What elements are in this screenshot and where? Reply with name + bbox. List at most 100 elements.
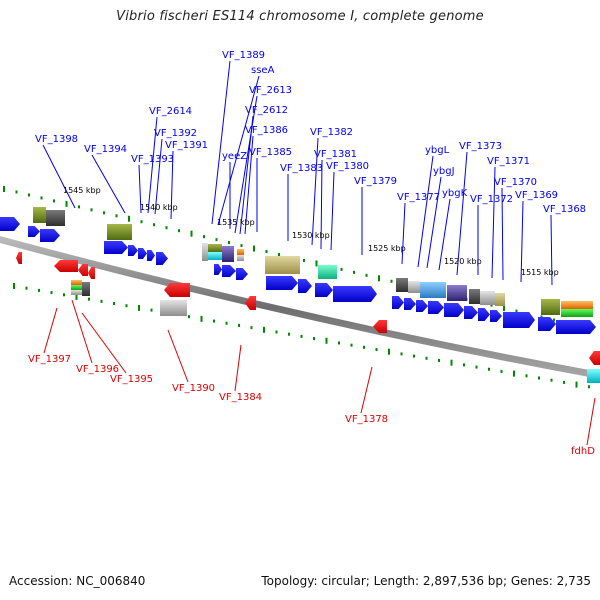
- reverse-gene: [373, 320, 387, 333]
- feature-layer: [0, 207, 600, 383]
- forward-label-line: [217, 75, 260, 226]
- forward-gene: [333, 286, 377, 302]
- upper-track-tick: [65, 200, 68, 207]
- reverse-gene: [16, 252, 22, 264]
- forward-label-line: [320, 159, 323, 250]
- feature-block: [46, 210, 65, 226]
- forward-label-line: [330, 171, 335, 251]
- lower-track-tick: [38, 288, 40, 292]
- forward-label-line: [438, 198, 451, 271]
- lower-track-tick: [550, 378, 553, 382]
- forward-gene: [298, 279, 312, 293]
- forward-label-line: [244, 135, 254, 235]
- forward-gene-label: sseA: [251, 65, 275, 76]
- lower-track-tick: [88, 297, 90, 301]
- lower-track-tick: [63, 293, 65, 297]
- forward-gene-label: VF_1389: [222, 50, 265, 61]
- feature-block: [561, 301, 593, 309]
- lower-track-tick: [263, 326, 265, 333]
- upper-track-tick: [315, 260, 318, 267]
- reverse-gene-label: fdhD: [571, 446, 595, 457]
- upper-track-tick: [15, 190, 18, 194]
- forward-gene-label: VF_1371: [487, 156, 530, 167]
- kbp-tick-label: 1520 kbp: [444, 257, 482, 266]
- forward-label-line: [211, 60, 231, 225]
- forward-gene: [503, 312, 535, 328]
- forward-gene-label: VF_1381: [314, 149, 357, 160]
- forward-label-line: [550, 214, 553, 286]
- forward-gene-label: ybgJ: [433, 166, 455, 177]
- kbp-tick-label: 1515 kbp: [521, 268, 559, 277]
- lower-track-tick: [50, 291, 53, 295]
- forward-label-line: [501, 187, 504, 281]
- forward-gene-label: VF_2612: [245, 105, 288, 116]
- forward-label-line: [234, 95, 258, 234]
- upper-track-tick: [353, 270, 355, 274]
- reverse-gene: [78, 264, 88, 276]
- forward-gene: [392, 296, 404, 309]
- forward-gene-label: VF_1386: [245, 125, 288, 136]
- feature-block: [71, 285, 82, 290]
- upper-track-tick: [303, 258, 305, 262]
- upper-track-tick: [128, 215, 130, 222]
- forward-label-line: [91, 154, 126, 214]
- topology-text: Topology: circular; Length: 2,897,536 bp…: [261, 574, 591, 588]
- upper-track-tick: [553, 318, 555, 322]
- upper-track-tick: [78, 205, 80, 209]
- lower-track-tick: [75, 293, 78, 300]
- upper-track-tick: [190, 230, 193, 237]
- kbp-tick-label: 1525 kbp: [368, 244, 406, 253]
- lower-track-tick: [525, 374, 528, 378]
- lower-track-tick: [450, 359, 453, 366]
- forward-gene: [478, 308, 490, 321]
- feature-block: [222, 246, 234, 262]
- reverse-label-line: [234, 344, 242, 392]
- forward-gene: [266, 276, 298, 290]
- forward-gene: [222, 265, 236, 277]
- lower-track-tick: [575, 381, 578, 388]
- reverse-gene-label: VF_1397: [28, 354, 71, 365]
- forward-gene: [104, 241, 128, 254]
- forward-gene-label: VF_1379: [354, 176, 397, 187]
- feature-block: [208, 252, 222, 260]
- lower-track-tick: [200, 315, 203, 322]
- feature-block: [202, 243, 208, 261]
- reverse-label-line: [71, 299, 93, 364]
- lower-track-tick: [250, 326, 253, 330]
- forward-gene-label: VF_1369: [515, 190, 558, 201]
- backbone-layer: [0, 236, 600, 379]
- feature-block: [541, 299, 560, 315]
- forward-gene: [315, 283, 333, 297]
- feature-block: [587, 369, 600, 383]
- feature-block: [33, 207, 46, 223]
- upper-track-tick: [503, 305, 505, 312]
- forward-gene-label: VF_2613: [249, 85, 292, 96]
- upper-track-tick: [340, 267, 343, 271]
- upper-track-tick: [378, 275, 380, 282]
- reverse-gene: [54, 260, 78, 272]
- lower-track-tick: [350, 343, 353, 347]
- forward-gene: [416, 300, 428, 312]
- forward-gene: [214, 264, 222, 275]
- label-text-layer: VF_1398VF_1394VF_2614VF_1393VF_1392VF_13…: [28, 50, 595, 457]
- forward-gene-label: VF_2614: [149, 106, 192, 117]
- forward-gene: [156, 252, 168, 265]
- lower-track-tick: [125, 304, 128, 308]
- forward-gene-label: VF_1385: [249, 147, 292, 158]
- feature-block: [408, 281, 420, 293]
- kbp-tick-labels-layer: 1545 kbp 1540 kbp 1535 kbp 1530 kbp 1525 kbp…: [63, 186, 559, 277]
- forward-gene: [404, 298, 416, 310]
- forward-gene-label: VF_1398: [35, 134, 78, 145]
- forward-label-line: [147, 116, 158, 214]
- upper-track-tick: [140, 220, 143, 224]
- upper-track-tick: [390, 279, 393, 283]
- lower-track-tick: [463, 363, 465, 367]
- forward-label-line: [239, 115, 254, 235]
- upper-track-tick: [103, 211, 105, 215]
- lower-track-tick: [375, 348, 378, 352]
- reverse-label-line: [586, 397, 596, 446]
- feature-block: [420, 282, 446, 298]
- lower-track-tick: [425, 356, 428, 360]
- lower-track-tick: [438, 358, 440, 362]
- forward-gene: [147, 250, 155, 261]
